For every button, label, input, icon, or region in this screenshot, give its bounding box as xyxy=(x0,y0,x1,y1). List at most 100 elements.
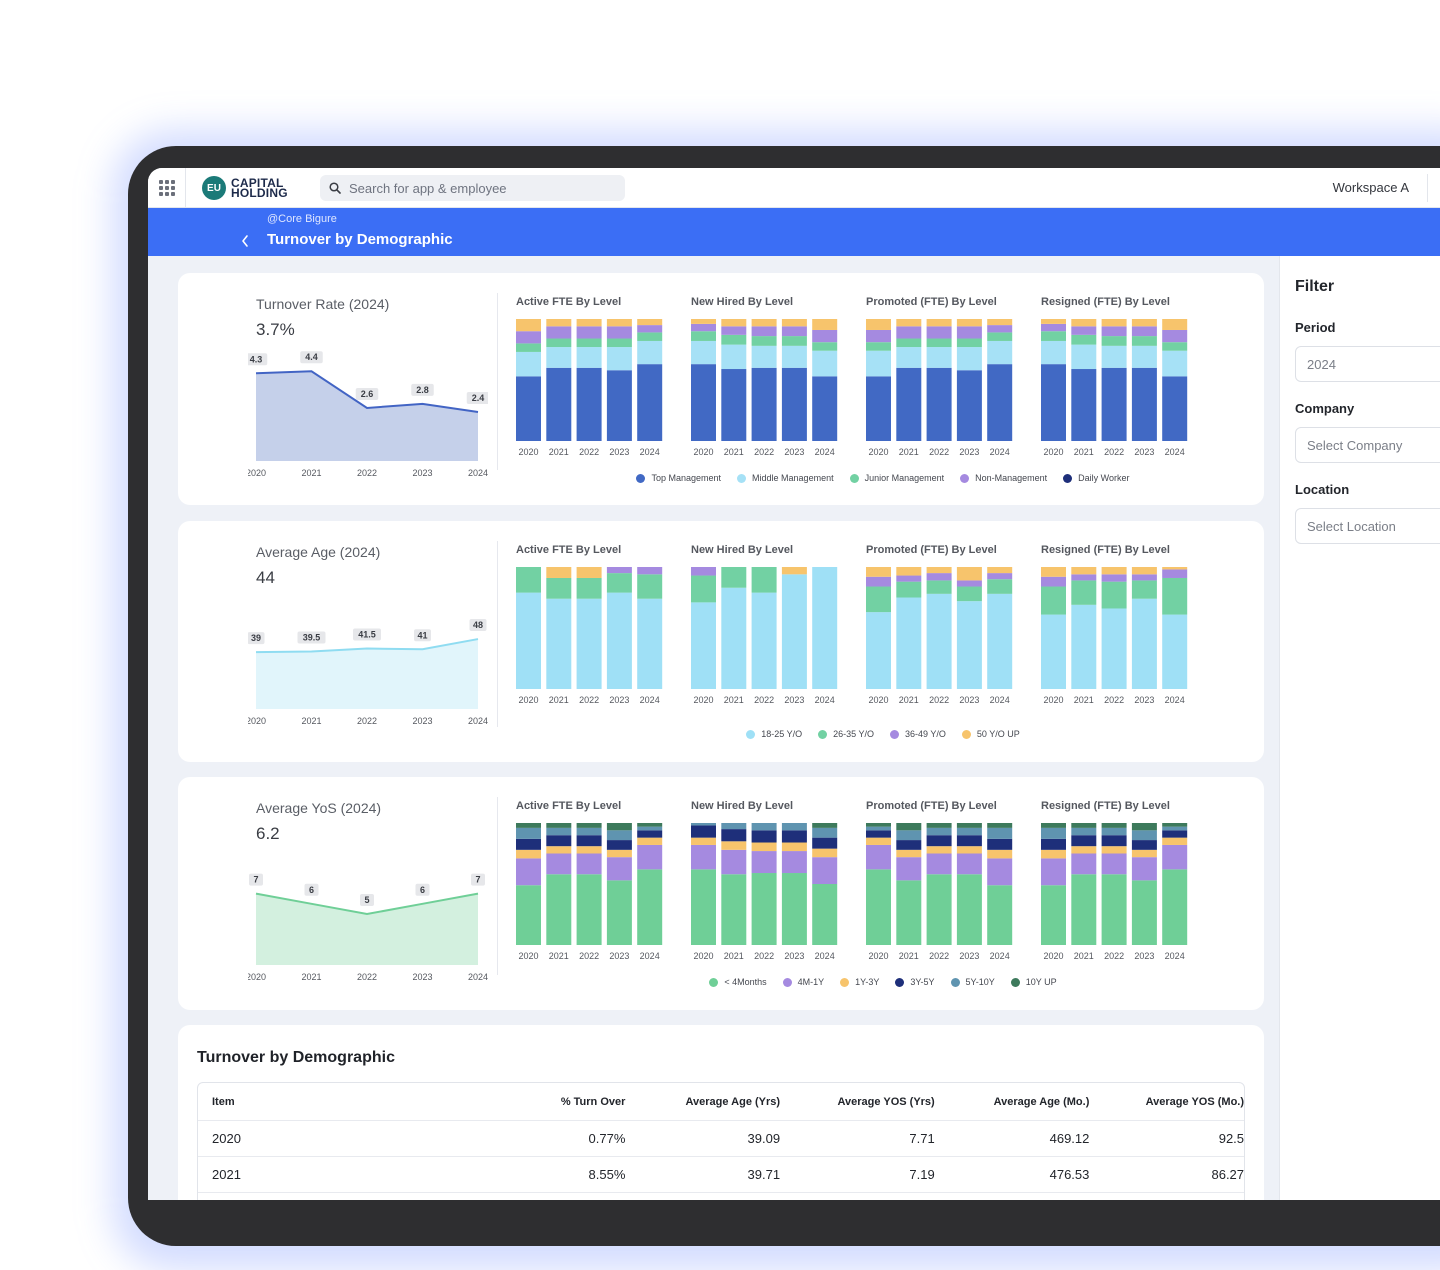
bar-segment xyxy=(691,837,716,845)
legend-item[interactable]: 36-49 Y/O xyxy=(890,729,946,739)
company-logo[interactable]: EU CAPITAL HOLDING xyxy=(202,176,288,200)
bar-segment xyxy=(1162,342,1188,351)
breadcrumb[interactable]: @Core Bigure xyxy=(267,213,337,225)
trend-line xyxy=(255,370,479,414)
bar-segment xyxy=(546,326,572,339)
legend-item[interactable]: Top Management xyxy=(636,473,721,483)
legend-item[interactable]: Middle Management xyxy=(737,473,834,483)
column-header[interactable]: Average YOS (Yrs) xyxy=(837,1095,935,1108)
column-header[interactable]: Item xyxy=(212,1095,235,1108)
legend-item[interactable]: 10Y UP xyxy=(1010,977,1057,987)
period-select[interactable]: 2024 xyxy=(1295,346,1440,382)
legend-item[interactable]: 26-35 Y/O xyxy=(818,729,874,739)
bar-segment xyxy=(637,574,663,599)
bar-segment xyxy=(721,587,747,689)
bar-segment xyxy=(546,347,572,368)
bar-segment xyxy=(781,851,807,874)
bar-segment xyxy=(1071,344,1097,370)
bar-segment xyxy=(987,838,1013,850)
bar-segment xyxy=(721,849,747,875)
bar-segment xyxy=(926,835,952,847)
bar-segment xyxy=(1101,345,1127,368)
table-row[interactable]: 2020 0.77% 39.09 7.71 469.12 92.5 xyxy=(198,1121,1244,1157)
x-tick-label: 2023 xyxy=(959,447,979,457)
bar-segment xyxy=(721,829,747,842)
bar-segment xyxy=(812,319,838,330)
bar-segment xyxy=(1041,323,1066,332)
bar-segment xyxy=(1162,350,1188,377)
bar-segment xyxy=(926,593,952,689)
top-bar: EU CAPITAL HOLDING Search for app & empl… xyxy=(148,168,1440,208)
legend-item[interactable]: 1Y-3Y xyxy=(840,977,879,987)
bar-segment xyxy=(781,567,807,575)
app-launcher-button[interactable] xyxy=(148,168,186,208)
legend-item[interactable]: 4M-1Y xyxy=(782,977,824,987)
legend-dot-icon xyxy=(890,729,899,739)
legend-item[interactable]: 3Y-5Y xyxy=(895,977,935,987)
bar-segment xyxy=(691,602,716,689)
search-input[interactable]: Search for app & employee xyxy=(320,175,625,201)
kpi-value: 3.7% xyxy=(256,320,295,339)
column-header[interactable]: Average YOS (Mo.) xyxy=(1145,1095,1245,1108)
x-tick-label: 2023 xyxy=(959,951,979,961)
chart-title: Active FTE By Level xyxy=(516,544,621,556)
workspace-switcher[interactable]: Workspace A xyxy=(1332,180,1409,195)
bar-segment xyxy=(956,601,982,689)
table-row[interactable] xyxy=(198,1193,1244,1200)
bar-segment xyxy=(1131,319,1157,327)
demographic-card: Turnover Rate (2024) 3.7% 4.3 2020 4.4 2021 2.… xyxy=(178,273,1264,505)
legend-item[interactable]: 18-25 Y/O xyxy=(746,729,802,739)
bar-segment xyxy=(691,323,716,332)
bar-segment xyxy=(576,846,602,854)
bar-segment xyxy=(926,347,952,368)
bar-segment xyxy=(812,350,838,377)
bar-segment xyxy=(1131,857,1157,881)
data-label-bg xyxy=(466,392,488,405)
bar-segment xyxy=(812,857,838,884)
bar-segment xyxy=(1101,336,1127,346)
table-row[interactable]: 2021 8.55% 39.71 7.19 476.53 86.27 xyxy=(198,1157,1244,1193)
bar-segment xyxy=(576,338,602,348)
legend-item[interactable]: 50 Y/O UP xyxy=(961,729,1020,739)
bar-segment xyxy=(926,367,952,441)
location-select[interactable]: Select Location xyxy=(1295,508,1440,544)
legend-item[interactable]: < 4Months xyxy=(709,977,767,987)
column-header[interactable]: Average Age (Mo.) xyxy=(993,1095,1090,1108)
x-tick-label: 2022 xyxy=(754,447,774,457)
bar-segment xyxy=(546,874,572,945)
bar-segment xyxy=(926,338,952,348)
bar-segment xyxy=(812,827,838,838)
bar-segment xyxy=(546,827,572,836)
company-select[interactable]: Select Company xyxy=(1295,427,1440,463)
chart-title: Resigned (FTE) By Level xyxy=(1041,296,1170,308)
x-tick-label: 2024 xyxy=(815,447,835,457)
data-label-bg xyxy=(415,883,430,896)
legend-item[interactable]: Daily Worker xyxy=(1063,473,1130,483)
bar-segment xyxy=(866,350,891,377)
x-tick-label: 2020 xyxy=(868,695,888,705)
legend-item[interactable]: 5Y-10Y xyxy=(950,977,995,987)
legend-label: 36-49 Y/O xyxy=(905,729,946,739)
x-tick-label: 2022 xyxy=(357,716,377,726)
legend-item[interactable]: Non-Management xyxy=(960,473,1047,483)
bar-segment xyxy=(812,823,838,828)
bar-segment xyxy=(1041,586,1066,615)
x-tick-label: 2021 xyxy=(549,695,569,705)
column-header[interactable]: % Turn Over xyxy=(560,1095,626,1108)
bar-segment xyxy=(1162,567,1188,570)
legend-item[interactable]: Junior Management xyxy=(849,473,944,483)
data-label-bg xyxy=(471,873,485,886)
location-label: Location xyxy=(1295,482,1350,497)
data-label-bg xyxy=(249,873,263,886)
bar-segment xyxy=(987,364,1013,441)
bar-segment xyxy=(956,370,982,441)
back-chevron-icon[interactable] xyxy=(240,234,250,248)
chart-title: Active FTE By Level xyxy=(516,296,621,308)
bar-segment xyxy=(1041,849,1066,859)
bar-segment xyxy=(691,319,716,324)
bar-segment xyxy=(1131,336,1157,346)
bar-segment xyxy=(1162,614,1188,689)
column-header[interactable]: Average Age (Yrs) xyxy=(685,1095,781,1108)
legend-dot-icon xyxy=(960,473,970,483)
x-tick-label: 2020 xyxy=(1043,695,1063,705)
